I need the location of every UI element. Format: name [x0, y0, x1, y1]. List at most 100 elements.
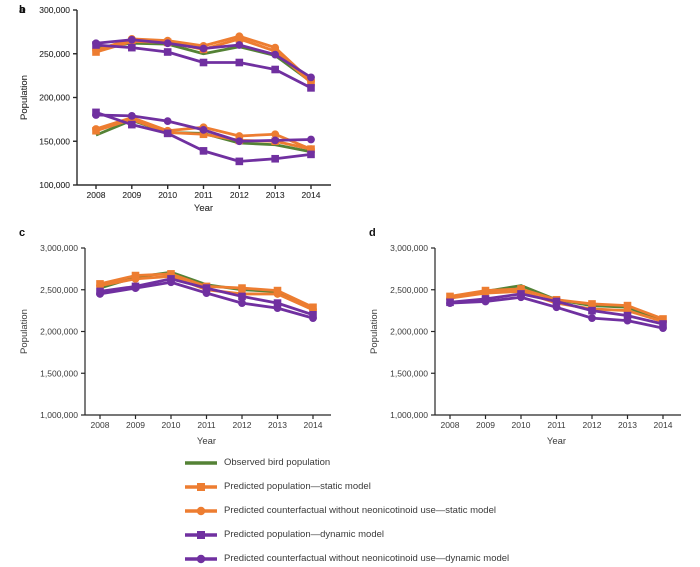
- chart-panel-c: 1,000,000 1,500,000 2,000,000 2,500,000 3,00…: [19, 227, 331, 447]
- legend-item-label: Predicted counterfactual without neonico…: [224, 505, 496, 516]
- y-axis-title: Population: [19, 309, 30, 354]
- x-tick-label: 2013: [266, 190, 285, 200]
- circle-marker: [273, 290, 282, 298]
- y-tick-label: 300,000: [39, 5, 70, 15]
- square-marker: [163, 129, 172, 138]
- square-marker: [238, 284, 246, 292]
- circle-marker: [271, 50, 280, 59]
- square-marker: [199, 58, 208, 67]
- square-marker: [238, 292, 246, 301]
- circle-marker: [199, 44, 208, 53]
- x-tick-label: 2012: [230, 190, 249, 200]
- y-tick-label: 2,500,000: [40, 285, 78, 295]
- square-marker: [623, 301, 632, 310]
- x-tick-label: 2011: [197, 420, 216, 430]
- square-marker: [235, 157, 244, 166]
- legend-item-observed: Observed bird population: [185, 456, 509, 469]
- circle-marker: [307, 135, 315, 144]
- x-tick-label: 2009: [476, 420, 495, 430]
- x-tick-label: 2011: [547, 420, 566, 430]
- circle-marker: [623, 316, 632, 325]
- square-marker: [202, 284, 211, 292]
- x-tick-label: 2014: [304, 420, 323, 430]
- square-marker: [128, 43, 136, 52]
- circle-marker: [92, 125, 100, 133]
- y-tick-label: 300,000: [39, 5, 70, 15]
- square-marker: [588, 306, 596, 315]
- legend-square-marker-icon: [185, 482, 217, 491]
- y-tick-label: 1,000,000: [40, 410, 78, 420]
- y-tick-label: 2,000,000: [390, 327, 428, 337]
- x-tick-label: 2009: [122, 190, 141, 200]
- legend-item-counterfactual-static: Predicted counterfactual without neonico…: [185, 504, 509, 517]
- x-axis-title: Year: [194, 203, 213, 214]
- x-tick-label: 2010: [162, 420, 181, 430]
- legend-item-label: Predicted counterfactual without neonico…: [224, 553, 510, 564]
- x-axis-title: Year: [547, 436, 566, 447]
- circle-marker: [481, 297, 490, 306]
- circle-marker: [92, 111, 100, 119]
- x-axis-title: Year: [197, 436, 216, 447]
- circle-marker: [238, 299, 246, 308]
- legend-item-label: Observed bird population: [224, 457, 331, 468]
- square-marker: [199, 147, 208, 155]
- circle-marker: [96, 290, 104, 298]
- square-marker: [271, 154, 279, 163]
- x-tick-label: 2010: [158, 190, 177, 200]
- y-tick-label: 100,000: [39, 180, 70, 190]
- panel-letter: a: [19, 4, 26, 16]
- circle-marker: [96, 281, 104, 290]
- x-tick-label: 2008: [87, 190, 106, 200]
- x-tick-label: 2013: [268, 420, 287, 430]
- circle-marker: [271, 43, 280, 52]
- x-tick-label: 2012: [583, 420, 602, 430]
- square-marker: [273, 299, 282, 307]
- x-tick-label: 2014: [654, 420, 673, 430]
- circle-marker: [271, 136, 280, 145]
- square-marker: [163, 48, 172, 56]
- x-tick-label: 2011: [194, 190, 213, 200]
- legend-item-predicted-dynamic: Predicted population—dynamic model: [185, 528, 509, 541]
- chart-panel-d: 1,000,000 1,500,000 2,000,000 2,500,000 3,00…: [369, 227, 681, 447]
- square-marker: [588, 300, 596, 308]
- x-tick-label: 2012: [230, 190, 249, 200]
- y-tick-label: 150,000: [39, 136, 70, 146]
- chart-legend: Observed bird population Predicted popul…: [185, 456, 509, 565]
- y-tick-label: 1,000,000: [390, 410, 428, 420]
- x-tick-label: 2013: [266, 190, 285, 200]
- legend-circle-marker-icon: [185, 554, 217, 563]
- y-axis-title: Population: [19, 75, 30, 120]
- circle-marker: [273, 304, 282, 313]
- y-tick-label: 1,500,000: [40, 368, 78, 378]
- circle-marker: [446, 299, 454, 308]
- panel-letter: b: [19, 4, 26, 16]
- chart-panel-b: 100,000 150,000 200,000 250,000 300,000 2008 2…: [19, 4, 331, 214]
- legend-square-marker-icon: [185, 530, 217, 539]
- y-tick-label: 200,000: [39, 93, 70, 103]
- legend-item-label: Predicted population—dynamic model: [224, 529, 385, 540]
- circle-marker: [202, 289, 211, 297]
- x-tick-label: 2011: [194, 190, 213, 200]
- circle-marker: [131, 274, 140, 283]
- x-tick-label: 2008: [87, 190, 106, 200]
- circle-marker: [588, 314, 596, 323]
- circle-marker: [235, 41, 244, 49]
- circle-marker: [163, 39, 172, 48]
- x-tick-label: 2008: [441, 420, 460, 430]
- square-marker: [623, 311, 632, 320]
- x-tick-label: 2008: [91, 420, 110, 430]
- y-tick-label: 3,000,000: [390, 243, 428, 253]
- y-axis-title: Population: [369, 309, 380, 354]
- circle-marker: [235, 137, 244, 146]
- square-marker: [235, 58, 244, 67]
- circle-marker: [552, 303, 561, 312]
- circle-marker: [131, 284, 140, 292]
- circle-marker: [307, 73, 315, 82]
- x-tick-label: 2010: [512, 420, 531, 430]
- square-marker: [271, 65, 279, 74]
- circle-marker: [199, 125, 208, 134]
- circle-marker: [163, 117, 172, 126]
- circle-marker: [167, 278, 175, 287]
- legend-circle-marker-icon: [185, 506, 217, 515]
- panel-letter: c: [19, 227, 25, 239]
